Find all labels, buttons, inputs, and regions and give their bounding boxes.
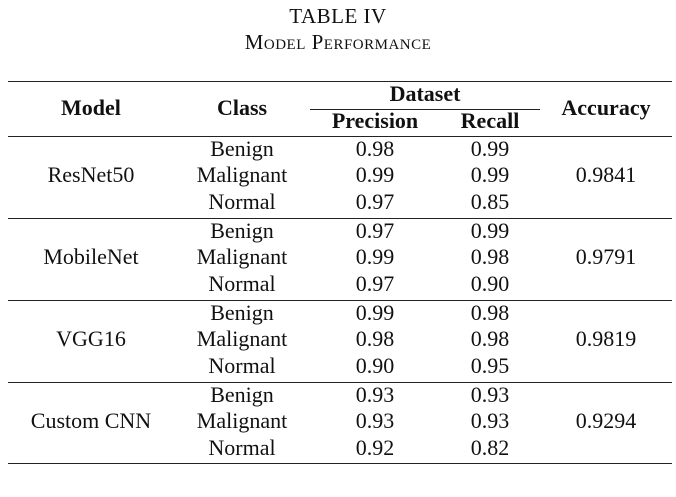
- class-cell: Normal: [208, 271, 276, 296]
- top-rule: [8, 81, 672, 82]
- class-cell: Malignant: [196, 162, 288, 187]
- class-cell: Benign: [210, 300, 274, 325]
- precision-cell: 0.98: [355, 136, 395, 161]
- precision-cell: 0.97: [355, 189, 395, 214]
- bottom-rule: [8, 463, 672, 464]
- table-title: Model Performance: [244, 30, 432, 54]
- class-cell: Benign: [210, 382, 274, 407]
- recall-cell: 0.98: [470, 300, 510, 325]
- precision-cell: 0.93: [355, 382, 395, 407]
- precision-cell: 0.90: [355, 353, 395, 378]
- precision-cell: 0.99: [355, 162, 395, 187]
- accuracy-value: 0.9791: [575, 244, 637, 269]
- precision-cell: 0.93: [355, 408, 395, 433]
- precision-cell: 0.92: [355, 435, 395, 460]
- recall-cell: 0.93: [470, 408, 510, 433]
- class-cell: Benign: [210, 136, 274, 161]
- model-name: ResNet50: [47, 162, 135, 187]
- header-model: Model: [61, 95, 121, 120]
- header-recall: Recall: [460, 108, 520, 133]
- header-class: Class: [216, 95, 268, 120]
- recall-cell: 0.98: [470, 326, 510, 351]
- group-rule-1: [8, 218, 672, 219]
- class-cell: Malignant: [196, 408, 288, 433]
- class-cell: Malignant: [196, 244, 288, 269]
- recall-cell: 0.95: [470, 353, 510, 378]
- accuracy-value: 0.9841: [575, 162, 637, 187]
- model-name: VGG16: [56, 326, 126, 351]
- class-cell: Normal: [208, 189, 276, 214]
- header-accuracy: Accuracy: [561, 95, 651, 120]
- group-rule-3: [8, 382, 672, 383]
- class-cell: Malignant: [196, 326, 288, 351]
- recall-cell: 0.98: [470, 244, 510, 269]
- precision-cell: 0.98: [355, 326, 395, 351]
- precision-cell: 0.97: [355, 218, 395, 243]
- recall-cell: 0.93: [470, 382, 510, 407]
- model-name: Custom CNN: [30, 408, 152, 433]
- header-dataset: Dataset: [389, 81, 461, 106]
- group-rule-2: [8, 300, 672, 301]
- recall-cell: 0.99: [470, 218, 510, 243]
- class-cell: Benign: [210, 218, 274, 243]
- recall-cell: 0.99: [470, 136, 510, 161]
- class-cell: Normal: [208, 353, 276, 378]
- header-rule: [8, 136, 672, 137]
- accuracy-value: 0.9294: [575, 408, 637, 433]
- accuracy-value: 0.9819: [575, 326, 637, 351]
- class-cell: Normal: [208, 435, 276, 460]
- header-precision: Precision: [331, 108, 419, 133]
- recall-cell: 0.85: [470, 189, 510, 214]
- recall-cell: 0.90: [470, 271, 510, 296]
- recall-cell: 0.82: [470, 435, 510, 460]
- precision-cell: 0.99: [355, 244, 395, 269]
- recall-cell: 0.99: [470, 162, 510, 187]
- dataset-cmidrule: [310, 109, 540, 110]
- model-name: MobileNet: [43, 244, 139, 269]
- precision-cell: 0.97: [355, 271, 395, 296]
- table-label: TABLE IV: [289, 4, 387, 28]
- precision-cell: 0.99: [355, 300, 395, 325]
